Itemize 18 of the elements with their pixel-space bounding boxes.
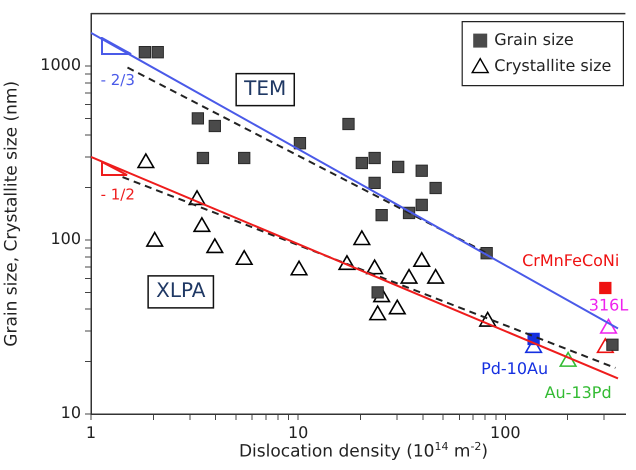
x-tick-label: 10: [288, 422, 308, 442]
annotation: TEM: [243, 76, 286, 100]
y-axis-title: Grain size, Crystallite size (nm): [2, 80, 22, 347]
series-label: CrMnFeCoNi: [522, 251, 620, 270]
y-tick-label: 100: [50, 229, 81, 248]
y-tick-label: 10: [60, 403, 81, 422]
annotation: - 1/2: [100, 185, 135, 204]
legend-label: Grain size: [494, 30, 574, 49]
x-tick-label: 1: [86, 422, 96, 442]
annotation: XLPA: [156, 278, 206, 302]
annotation: - 2/3: [100, 70, 135, 89]
x-tick-label: 100: [490, 422, 521, 442]
series-label: Pd-10Au: [481, 358, 548, 378]
y-tick-label: 1000: [40, 55, 81, 74]
legend-label: Crystallite size: [494, 56, 612, 75]
series-label: Au-13Pd: [544, 382, 612, 402]
series-label: 316L: [588, 296, 628, 315]
x-axis-title: Dislocation density (10$^{14}$ m$^{-2}$): [238, 440, 490, 462]
